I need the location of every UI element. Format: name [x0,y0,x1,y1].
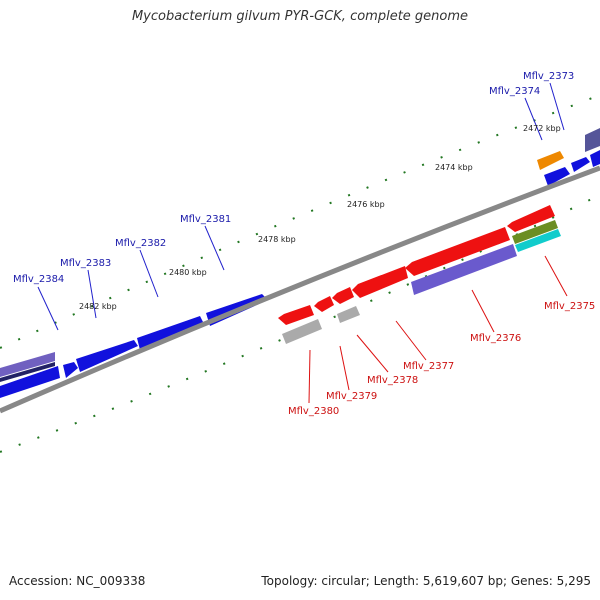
forward-genes [0,150,600,398]
label-mflv-2374[interactable]: Mflv_2374 [489,86,540,97]
gene-mflv-2384[interactable] [0,366,60,398]
forward-leaders [37,82,565,331]
gene-mflv-2377[interactable] [352,266,408,298]
label-mflv-2381[interactable]: Mflv_2381 [180,214,231,225]
gene-mflv-2379[interactable] [314,296,334,312]
accession-text: Accession: NC_009338 [9,574,146,588]
label-mflv-2376[interactable]: Mflv_2376 [470,333,521,344]
top-right-track [585,128,600,152]
gene-mflv-2376-purple[interactable] [411,244,517,295]
label-mflv-2379[interactable]: Mflv_2379 [326,391,377,402]
kbp-tick-2478: 2478 kbp [258,235,296,244]
orange-gene[interactable] [537,151,564,170]
outer-tick-ring [0,94,600,349]
genome-summary-text: Topology: circular; Length: 5,619,607 bp… [261,574,591,588]
label-mflv-2378[interactable]: Mflv_2378 [367,375,418,386]
kbp-tick-2482: 2482 kbp [79,302,117,311]
gene-top-right[interactable] [590,150,600,167]
reverse-genes [278,205,555,325]
gene-grey-1[interactable] [282,319,322,344]
gene-mflv-2378[interactable] [332,287,354,304]
gene-mflv-2376[interactable] [405,227,510,276]
gene-grey-2[interactable] [337,306,360,323]
gene-mflv-2380[interactable] [278,305,314,325]
gene-mflv-2382[interactable] [76,340,138,372]
gene-mflv-2375-olive[interactable] [512,220,558,244]
kbp-tick-2474: 2474 kbp [435,163,473,172]
label-mflv-2383[interactable]: Mflv_2383 [60,258,111,269]
gene-mflv-2374[interactable] [544,167,570,186]
label-mflv-2380[interactable]: Mflv_2380 [288,406,339,417]
gene-mflv-2373[interactable] [571,157,590,172]
label-mflv-2373[interactable]: Mflv_2373 [523,71,574,82]
gene-mflv-2375-cyan[interactable] [515,229,561,252]
map-title: Mycobacterium gilvum PYR-GCK, complete g… [131,9,469,24]
kbp-tick-2476: 2476 kbp [347,200,385,209]
gene-mflv-2381[interactable] [137,316,204,350]
kbp-tick-2472: 2472 kbp [523,124,561,133]
kbp-tick-2480: 2480 kbp [169,268,207,277]
gene-mflv-2375[interactable] [507,205,555,232]
gene-mflv-2383[interactable] [63,362,78,378]
label-mflv-2375[interactable]: Mflv_2375 [544,301,595,312]
reverse-leaders [308,255,568,404]
label-mflv-2382[interactable]: Mflv_2382 [115,238,166,249]
genome-backbone [0,165,600,414]
label-mflv-2377[interactable]: Mflv_2377 [403,361,454,372]
forward-track-upper [0,352,55,377]
label-mflv-2384[interactable]: Mflv_2384 [13,274,64,285]
forward-track-upper-2 [0,362,55,382]
